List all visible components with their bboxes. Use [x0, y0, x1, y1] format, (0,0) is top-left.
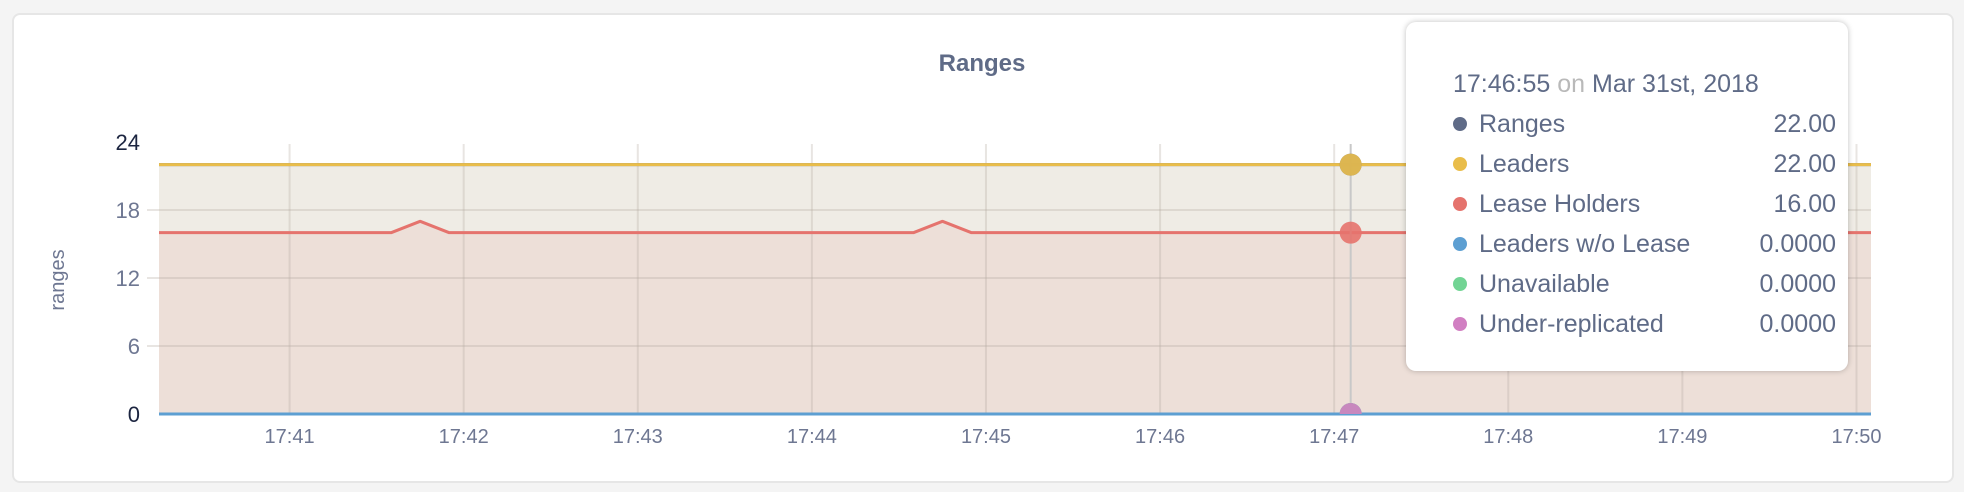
legend-dot-icon — [1453, 197, 1467, 211]
chart-title: Ranges — [938, 50, 1026, 77]
y-tick-label: 12 — [116, 266, 140, 291]
tooltip-label: Lease Holders — [1479, 190, 1641, 218]
series-line-lease-holders — [159, 219, 1871, 235]
tooltip-label: Under-replicated — [1479, 310, 1664, 338]
tooltip-value: 16.00 — [1773, 190, 1836, 218]
x-tick-label: 17:46 — [1135, 426, 1185, 448]
tooltip-on: on — [1557, 70, 1586, 98]
tooltip-row: Leaders w/o Lease 0.0000 — [1453, 224, 1848, 264]
tooltip-value: 0.0000 — [1759, 270, 1836, 298]
tooltip-label: Leaders w/o Lease — [1479, 230, 1691, 258]
tooltip-header: 17:46:55 on Mar 31st, 2018 — [1453, 64, 1848, 104]
tooltip-time: 17:46:55 — [1453, 70, 1551, 98]
tooltip-row: Unavailable 0.0000 — [1453, 264, 1848, 304]
legend-dot-icon — [1453, 317, 1467, 331]
tooltip-row: Under-replicated 0.0000 — [1453, 304, 1848, 344]
y-tick-label: 0 — [128, 402, 140, 427]
tooltip-row: Leaders 22.00 — [1453, 144, 1848, 184]
tooltip-row: Lease Holders 16.00 — [1453, 184, 1848, 224]
tooltip-value: 0.0000 — [1759, 230, 1836, 258]
x-tick-label: 17:44 — [787, 426, 837, 448]
x-tick-label: 17:50 — [1831, 426, 1881, 448]
tooltip-value: 22.00 — [1773, 150, 1836, 178]
x-tick-label: 17:49 — [1657, 426, 1707, 448]
tooltip-row: Ranges 22.00 — [1453, 104, 1848, 144]
x-tick-label: 17:45 — [961, 426, 1011, 448]
y-tick-label: 6 — [128, 334, 140, 359]
hover-marker — [1339, 221, 1362, 244]
y-tick-label: 24 — [116, 130, 140, 155]
tooltip-label: Ranges — [1479, 110, 1566, 138]
y-tick-label: 18 — [116, 198, 140, 223]
x-tick-label: 17:47 — [1309, 426, 1359, 448]
x-tick-label: 17:43 — [613, 426, 663, 448]
x-tick-label: 17:42 — [439, 426, 489, 448]
hover-marker — [1339, 153, 1362, 176]
tooltip-label: Leaders — [1479, 150, 1570, 178]
tooltip-date: Mar 31st, 2018 — [1592, 70, 1759, 98]
legend-dot-icon — [1453, 157, 1467, 171]
tooltip-value: 22.00 — [1773, 110, 1836, 138]
hover-tooltip: 17:46:55 on Mar 31st, 2018 Ranges 22.00 … — [1406, 22, 1848, 371]
legend-dot-icon — [1453, 237, 1467, 251]
x-tick-label: 17:41 — [265, 426, 315, 448]
tooltip-value: 0.0000 — [1759, 310, 1836, 338]
legend-dot-icon — [1453, 117, 1467, 131]
legend-dot-icon — [1453, 277, 1467, 291]
y-axis-label: ranges — [47, 249, 69, 310]
tooltip-label: Unavailable — [1479, 270, 1610, 298]
x-tick-label: 17:48 — [1483, 426, 1533, 448]
hover-marker — [1339, 403, 1362, 414]
